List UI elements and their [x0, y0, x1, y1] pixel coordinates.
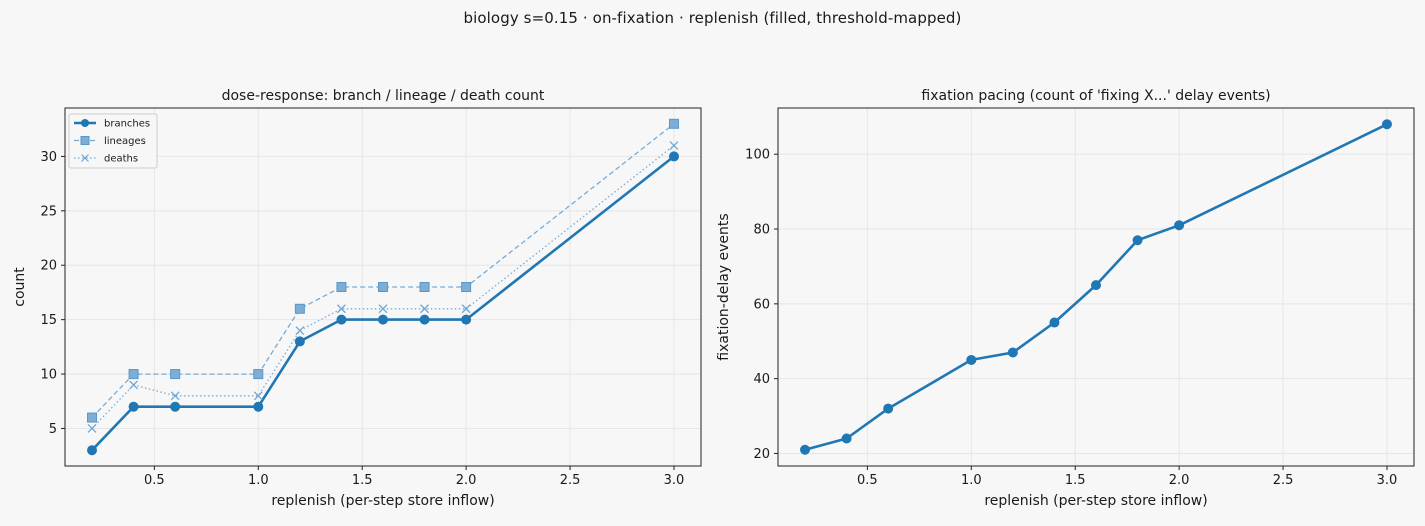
- series-line-lineages: [91, 123, 675, 419]
- legend-box: [68, 113, 158, 169]
- x-tick-label: 2.5: [560, 473, 581, 488]
- data-point-circle: [1049, 317, 1060, 328]
- x-tick-label: 3.0: [1377, 473, 1398, 488]
- y-axis-label: fixation-delay events: [716, 213, 732, 360]
- data-point-circle: [461, 314, 472, 325]
- panel-title: fixation pacing (count of 'fixing X...' …: [921, 88, 1270, 104]
- x-tick-label: 0.5: [144, 473, 165, 488]
- data-point-square: [170, 369, 181, 380]
- chart-panel-1: 0.5 1.0 1.5 2.0 2.5 3.0 5 10 15 20 25 30 dose-respon…: [12, 88, 702, 509]
- legend-label: lineages: [104, 136, 146, 147]
- legend-marker-square: [80, 136, 90, 145]
- data-point-square: [336, 282, 347, 292]
- panel-title: dose-response: branch / lineage / death …: [222, 88, 545, 104]
- data-point-square: [87, 412, 98, 423]
- y-axis-label: count: [12, 267, 28, 307]
- x-tick-label: 1.5: [352, 473, 373, 488]
- x-tick-label: 2.5: [1273, 473, 1294, 488]
- data-point-x: [253, 391, 263, 401]
- y-tick-label: 15: [40, 313, 57, 328]
- y-tick-label: 40: [753, 372, 770, 387]
- legend-marker-circle: [81, 119, 89, 127]
- data-point-circle: [128, 401, 139, 412]
- x-axis-label: replenish (per-step store inflow): [984, 493, 1207, 509]
- data-point-x: [461, 304, 471, 314]
- x-tick-label: 2.0: [1169, 473, 1190, 488]
- data-point-circle: [1132, 235, 1143, 246]
- data-point-circle: [668, 151, 679, 162]
- data-point-circle: [87, 445, 98, 456]
- legend-label: deaths: [104, 154, 138, 165]
- y-tick-label: 60: [753, 297, 770, 312]
- legend: branches lineages deaths: [68, 113, 158, 169]
- data-point-circle: [841, 433, 852, 444]
- y-tick-label: 100: [745, 148, 770, 163]
- y-tick-label: 10: [40, 368, 57, 383]
- data-point-circle: [1091, 280, 1102, 291]
- data-point-square: [294, 303, 305, 314]
- y-tick-label: 5: [49, 422, 57, 437]
- data-point-circle: [336, 314, 347, 325]
- y-tick-label: 30: [40, 150, 57, 165]
- data-point-x: [378, 304, 388, 314]
- data-point-square: [419, 282, 430, 292]
- legend-label: branches: [104, 119, 150, 130]
- chart-panel-2: 0.5 1.0 1.5 2.0 2.5 3.0 20 40 60 80 100 fixation pa…: [716, 88, 1415, 509]
- y-tick-label: 20: [40, 259, 57, 274]
- data-point-square: [128, 369, 139, 380]
- data-point-circle: [1007, 347, 1018, 358]
- y-tick-label: 25: [40, 204, 57, 219]
- x-tick-label: 2.0: [456, 473, 477, 488]
- data-point-x: [336, 304, 346, 314]
- data-point-x: [129, 380, 139, 390]
- data-point-circle: [800, 444, 811, 455]
- data-point-circle: [883, 403, 894, 414]
- plot-frame: [64, 107, 702, 467]
- legend-marker-x: [81, 154, 89, 162]
- series-line-branches: [91, 155, 675, 452]
- data-point-x: [669, 141, 679, 151]
- data-point-circle: [253, 401, 264, 412]
- data-point-circle: [294, 336, 305, 347]
- y-tick-label: 80: [753, 223, 770, 238]
- x-tick-label: 0.5: [857, 473, 878, 488]
- data-point-circle: [170, 401, 181, 412]
- data-point-x: [295, 326, 305, 335]
- plot-frame: [777, 107, 1415, 467]
- y-tick-label: 20: [753, 447, 770, 462]
- data-point-x: [170, 391, 180, 401]
- x-axis-label: replenish (per-step store inflow): [271, 493, 494, 509]
- data-point-circle: [419, 314, 430, 325]
- x-tick-label: 1.0: [961, 473, 982, 488]
- x-tick-label: 1.5: [1065, 473, 1086, 488]
- data-point-circle: [377, 314, 388, 325]
- x-tick-label: 1.0: [248, 473, 269, 488]
- data-point-circle: [966, 354, 977, 365]
- data-point-square: [253, 369, 264, 380]
- data-point-circle: [1174, 220, 1185, 231]
- data-point-x: [420, 304, 430, 314]
- data-point-circle: [1381, 119, 1392, 130]
- data-point-x: [87, 423, 97, 433]
- data-point-square: [461, 282, 472, 292]
- x-tick-label: 3.0: [664, 473, 685, 488]
- figure-suptitle: biology s=0.15 · on-fixation · replenish…: [463, 9, 962, 27]
- series-line-fixation-delay-events: [804, 123, 1388, 451]
- data-point-square: [378, 282, 388, 292]
- data-point-square: [668, 118, 679, 129]
